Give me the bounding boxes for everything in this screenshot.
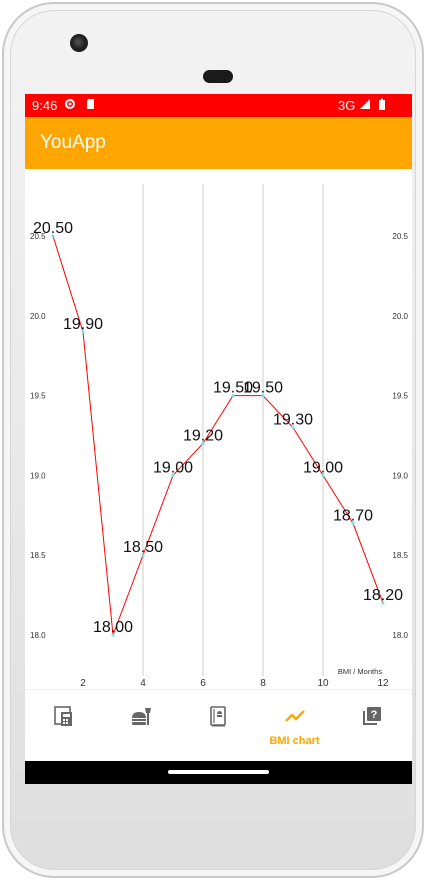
x-tick-label: 6 [200, 678, 206, 689]
data-label: 19.90 [63, 316, 103, 333]
nav-item-bmi-chart[interactable]: BMI chart [256, 690, 333, 762]
data-label: 18.70 [333, 507, 373, 524]
data-label: 19.00 [153, 459, 193, 476]
data-label: 19.20 [183, 427, 223, 444]
y-tick-label-right: 19.5 [392, 392, 408, 401]
x-axis-label: BMI / Months [338, 667, 382, 676]
data-label: 20.50 [33, 220, 73, 237]
food-icon [132, 708, 151, 725]
data-point [261, 394, 265, 398]
data-label: 19.30 [273, 412, 313, 429]
data-label: 18.20 [363, 587, 403, 604]
data-point [81, 330, 85, 334]
data-point [111, 633, 115, 637]
x-tick-label: 12 [377, 678, 389, 689]
series-line [52, 235, 384, 636]
x-tick-label: 4 [140, 678, 146, 689]
app-title: YouApp [40, 132, 106, 153]
data-point [381, 601, 385, 605]
bottom-navigation: BMI chart ? [25, 689, 412, 761]
recipe-book-icon [210, 706, 226, 727]
x-tick-label: 2 [80, 678, 86, 689]
y-tick-label-left: 18.0 [30, 631, 46, 640]
y-tick-label-left: 19.0 [30, 471, 46, 480]
y-tick-label-right: 20.0 [392, 312, 408, 321]
trending-up-icon [285, 710, 305, 722]
calculator-icon [54, 706, 72, 726]
nav-item-recipes[interactable] [179, 690, 256, 762]
screen: 9:46 3G YouApp 2 4 6 8 10 12 18.0 18.0 18.5 18.5 1… [25, 94, 412, 784]
y-tick-label-left: 20.5 [30, 232, 46, 241]
nav-item-help[interactable]: ? [333, 690, 410, 762]
data-label: 19.50 [243, 380, 283, 397]
y-tick-label-left: 18.5 [30, 551, 46, 560]
data-point [51, 234, 55, 238]
status-time: 9:46 [32, 98, 58, 113]
battery-icon [379, 98, 385, 110]
y-tick-label-left: 19.5 [30, 392, 46, 401]
data-point [321, 473, 325, 477]
bmi-line-chart: 2 4 6 8 10 12 18.0 18.0 18.5 18.5 19.0 19.0 19.5 19.5… [25, 169, 412, 689]
chart-svg: 2 4 6 8 10 12 18.0 18.0 18.5 18.5 19.0 19.0 19.5 19.5… [30, 184, 409, 689]
data-point [141, 553, 145, 557]
data-label: 19.50 [213, 380, 253, 397]
sd-card-icon [87, 99, 94, 109]
network-type: 3G [338, 98, 356, 113]
data-point [231, 394, 235, 398]
y-tick-label-right: 20.5 [392, 232, 408, 241]
signal-icon [360, 99, 370, 109]
front-camera [70, 34, 88, 52]
data-point [171, 473, 175, 477]
help-icon: ? [363, 707, 381, 725]
x-tick-label: 10 [317, 678, 329, 689]
y-tick-label-right: 18.0 [392, 631, 408, 640]
data-label: 18.50 [123, 539, 163, 556]
data-point [291, 425, 295, 430]
system-navigation-bar [25, 761, 412, 784]
y-tick-label-right: 19.0 [392, 471, 408, 480]
data-label: 18.00 [93, 619, 133, 636]
y-tick-label-left: 20.0 [30, 312, 46, 321]
svg-text:?: ? [371, 709, 378, 721]
y-tick-label-right: 18.5 [392, 551, 408, 560]
x-tick-label: 8 [260, 678, 266, 689]
home-gesture-pill[interactable] [168, 770, 269, 774]
status-bar: 9:46 3G [25, 94, 412, 117]
nav-item-calculator[interactable] [25, 690, 102, 762]
data-label: 19.00 [303, 459, 343, 476]
nav-item-food[interactable] [102, 690, 179, 762]
earpiece-speaker [203, 70, 233, 83]
data-point [351, 521, 355, 525]
settings-icon [65, 99, 75, 109]
app-bar: YouApp [25, 117, 412, 169]
data-point [201, 441, 205, 446]
nav-label-bmi-chart: BMI chart [269, 735, 320, 747]
